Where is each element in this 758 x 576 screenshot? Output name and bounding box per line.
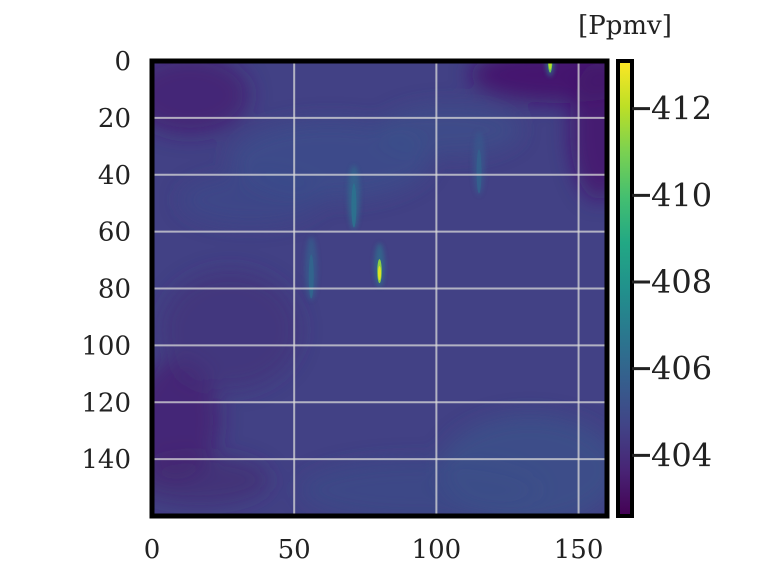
colorbar-label: [Ppmv]	[578, 11, 672, 41]
x-axis-tick-labels: 0 50 100 150	[144, 535, 604, 565]
heatmap-region	[152, 455, 270, 505]
heatmap-region	[160, 270, 300, 390]
heatmap-hotspot	[545, 61, 555, 77]
y-tick-label: 100	[81, 331, 131, 361]
hotspot-core	[476, 149, 482, 194]
y-tick-label: 40	[98, 161, 131, 191]
y-tick-label: 120	[81, 388, 131, 418]
hotspot-core	[308, 254, 314, 299]
y-tick-label: 80	[98, 275, 131, 305]
x-tick-label: 100	[412, 535, 462, 565]
colorbar-tick-label: 406	[651, 350, 712, 388]
y-tick-label: 0	[114, 47, 131, 77]
heatmap-hotspot	[305, 236, 318, 301]
colorbar-ticks: 404 406 408 410 412	[632, 90, 712, 474]
y-tick-label: 140	[81, 445, 131, 475]
grid-lines	[152, 61, 607, 516]
y-tick-label: 20	[98, 104, 131, 134]
colorbar-tick-label: 404	[651, 436, 712, 474]
heatmap-region	[152, 360, 220, 480]
heatmap-region	[300, 460, 540, 516]
y-tick-label: 60	[98, 218, 131, 248]
x-tick-label: 0	[144, 535, 161, 565]
hotspot-core	[351, 183, 357, 228]
plot-frame	[149, 58, 610, 519]
colorbar-tick-label: 412	[651, 90, 712, 128]
heatmap-region	[380, 105, 520, 155]
heatmap-region	[470, 61, 607, 103]
colorbar	[618, 61, 632, 516]
heatmap-hotspot	[374, 243, 385, 288]
heatmap-hotspot	[473, 131, 486, 196]
heatmap-plot-area	[152, 61, 607, 516]
colorbar-tick-label: 408	[651, 263, 712, 301]
heatmap-region	[180, 175, 320, 225]
heatmap-hotspot	[347, 165, 360, 230]
x-tick-label: 50	[278, 535, 311, 565]
hotspot-peak	[378, 266, 381, 281]
heatmap-region	[152, 61, 250, 135]
x-tick-label: 150	[554, 535, 604, 565]
colorbar-frame	[616, 59, 634, 518]
colorbar-tick-label: 410	[651, 176, 712, 214]
y-axis-tick-labels: 0 20 40 60 80 100 120 140	[81, 47, 131, 475]
